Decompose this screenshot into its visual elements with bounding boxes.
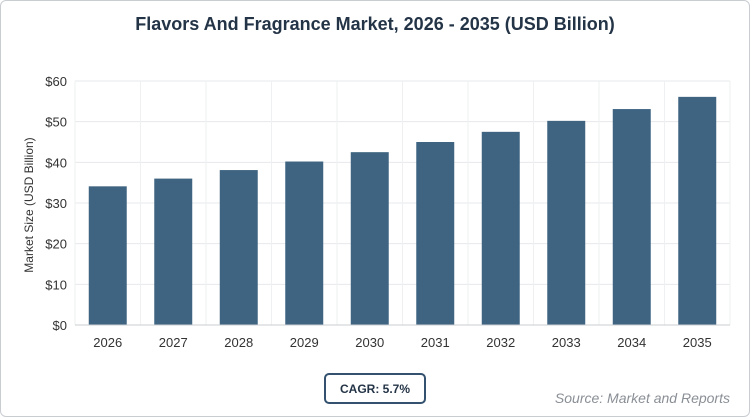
bar-2029[interactable]	[285, 161, 324, 325]
bar-2028[interactable]	[219, 170, 258, 325]
x-tick-label: 2034	[617, 335, 646, 350]
x-tick-label: 2035	[683, 335, 712, 350]
source-note: Source: Market and Reports	[554, 390, 730, 406]
x-tick-label: 2029	[290, 335, 319, 350]
y-axis-label: Market Size (USD Billion)	[22, 137, 36, 272]
bar-2030[interactable]	[350, 152, 389, 325]
y-tick-label: $30	[45, 196, 67, 211]
grid-lines	[74, 80, 731, 326]
y-tick-label: $60	[45, 74, 67, 89]
bar-2026[interactable]	[88, 186, 127, 325]
bar-2031[interactable]	[416, 142, 455, 325]
x-tick-label: 2026	[93, 335, 122, 350]
axes: $0 $10 $20 $30 $40 $50 $60 2026 2027 2028 2029 2030…	[45, 74, 730, 350]
bar-2033[interactable]	[547, 120, 586, 325]
y-tick-label: $0	[53, 318, 67, 333]
x-tick-label: 2032	[486, 335, 515, 350]
bars	[88, 96, 717, 325]
x-tick-label: 2033	[552, 335, 581, 350]
y-tick-label: $50	[45, 115, 67, 130]
bar-2034[interactable]	[612, 109, 651, 325]
x-tick-label: 2028	[224, 335, 253, 350]
chart-title: Flavors And Fragrance Market, 2026 - 203…	[135, 14, 615, 34]
y-tick-label: $10	[45, 277, 67, 292]
cagr-badge: CAGR: 5.7%	[324, 373, 426, 404]
x-tick-label: 2030	[355, 335, 384, 350]
bar-2032[interactable]	[481, 131, 520, 325]
x-tick-label: 2027	[159, 335, 188, 350]
bar-2027[interactable]	[154, 178, 193, 325]
y-tick-label: $40	[45, 155, 67, 170]
x-tick-label: 2031	[421, 335, 450, 350]
bar-2035[interactable]	[678, 96, 717, 325]
y-tick-label: $20	[45, 237, 67, 252]
